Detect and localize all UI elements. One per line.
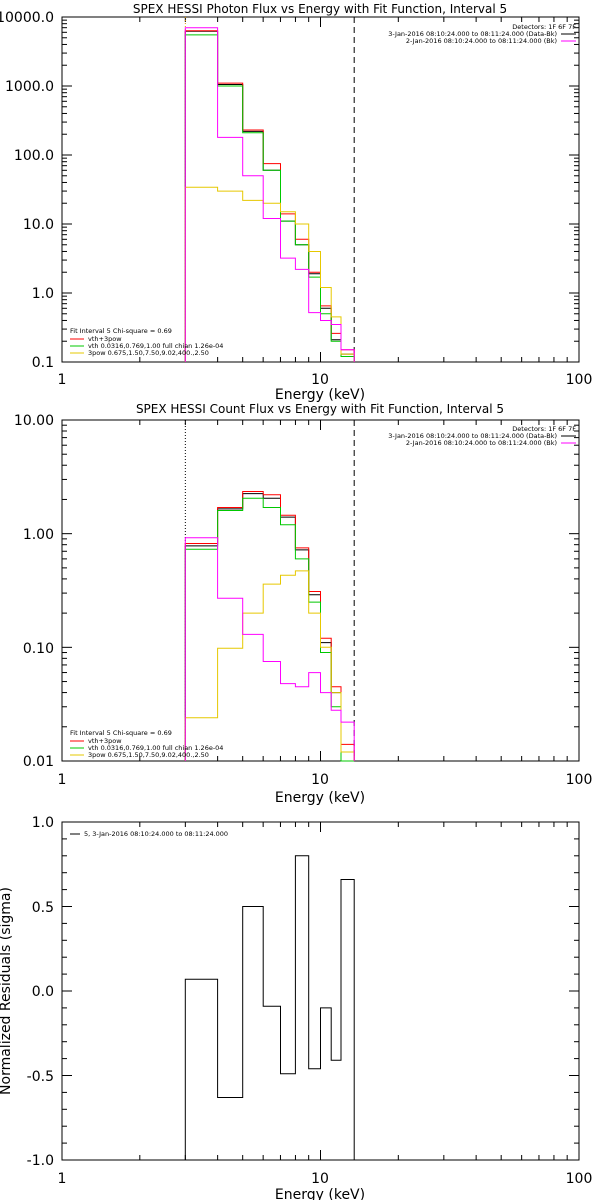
photon-histogram-series xyxy=(184,30,355,362)
count-y-tick-label: 0.10 xyxy=(23,641,54,657)
count-y-tick-label: 1.00 xyxy=(23,527,54,543)
photon-detectors-label: Detectors: 1F 6F 7F xyxy=(512,23,576,31)
count-flux-panel: SPEX HESSI Count Flux vs Energy with Fit… xyxy=(14,402,592,806)
count-chart-title: SPEX HESSI Count Flux vs Energy with Fit… xyxy=(136,402,504,416)
count-plot-frame xyxy=(61,419,580,762)
photon-y-tick-label: 10000.0 xyxy=(0,10,54,26)
photon-x-tick-label: 100 xyxy=(566,372,593,388)
residuals-legend-entry: 5, 3-Jan-2016 08:10:24.000 to 08:11:24.0… xyxy=(84,830,228,838)
count-x-tick-label: 10 xyxy=(311,772,329,788)
residuals-y-tick-label: 1.0 xyxy=(32,815,54,831)
photon-chart-title: SPEX HESSI Photon Flux vs Energy with Fi… xyxy=(133,2,507,16)
count-detectors-label: Detectors: 1F 6F 7F xyxy=(512,425,576,433)
residuals-panel: 1 10 100 -1.0 -0.5 0.0 0.5 1.0 Energy (k… xyxy=(0,815,592,1200)
count-fit-header: Fit Interval 5 Chi-square = 0.69 xyxy=(70,729,172,737)
photon-flux-panel: SPEX HESSI Photon Flux vs Energy with Fi… xyxy=(0,2,592,403)
photon-legend-entry: 2-Jan-2016 08:10:24.000 to 08:11:24.000 … xyxy=(406,37,557,45)
count-x-tick-label: 1 xyxy=(58,772,67,788)
photon-x-tick-label: 1 xyxy=(58,372,67,388)
photon-histogram-series xyxy=(184,30,355,362)
photon-histogram-series xyxy=(184,186,355,362)
count-y-tick-label: 0.01 xyxy=(23,754,54,770)
photon-histogram-series xyxy=(184,34,355,362)
photon-fit-entry: vth+3pow xyxy=(88,335,122,343)
count-histogram-series xyxy=(184,537,355,761)
count-x-tick-label: 100 xyxy=(566,772,593,788)
count-histogram-series xyxy=(184,491,355,761)
photon-y-tick-label: 1000.0 xyxy=(5,79,54,95)
residuals-y-tick-label: -1.0 xyxy=(27,1153,54,1169)
residuals-y-tick-label: 0.5 xyxy=(32,900,54,916)
residuals-x-tick-label: 1 xyxy=(58,1171,67,1187)
photon-x-axis-label: Energy (keV) xyxy=(275,387,365,403)
count-histogram-series xyxy=(184,493,355,761)
residuals-histogram-series xyxy=(184,855,355,1160)
photon-y-tick-label: 1.0 xyxy=(32,286,54,302)
photon-x-tick-label: 10 xyxy=(311,372,329,388)
count-x-axis-label: Energy (keV) xyxy=(275,790,365,806)
count-fit-entry: vth 0.0316,0.769,1.00 full chian 1.26e-0… xyxy=(88,744,223,752)
count-histogram-series xyxy=(184,570,355,761)
photon-y-tick-label: 100.0 xyxy=(14,148,54,164)
residuals-y-axis-label: Normalized Residuals (sigma) xyxy=(0,887,14,1095)
photon-fit-header: Fit Interval 5 Chi-square = 0.69 xyxy=(70,327,172,335)
residuals-x-tick-label: 100 xyxy=(566,1171,593,1187)
residuals-x-tick-label: 10 xyxy=(311,1171,329,1187)
residuals-x-axis-label: Energy (keV) xyxy=(275,1187,365,1200)
photon-histogram-series xyxy=(184,27,355,362)
residuals-y-tick-label: 0.0 xyxy=(32,984,54,1000)
residuals-y-tick-label: -0.5 xyxy=(27,1069,54,1085)
count-fit-entry: 3pow 0.675,1.50,7.50,9.02,400.,2.50 xyxy=(88,751,209,759)
photon-fit-entry: 3pow 0.675,1.50,7.50,9.02,400.,2.50 xyxy=(88,349,209,357)
photon-y-tick-label: 0.1 xyxy=(32,355,54,371)
residuals-marks xyxy=(61,821,579,1161)
count-marks xyxy=(61,419,579,762)
count-legend-entry: 2-Jan-2016 08:10:24.000 to 08:11:24.000 … xyxy=(406,439,557,447)
photon-fit-entry: vth 0.0316,0.769,1.00 full chian 1.26e-0… xyxy=(88,342,223,350)
count-legend-entry: 3-Jan-2016 08:10:24.000 to 08:11:24.000 … xyxy=(388,432,557,440)
photon-marks xyxy=(61,16,579,363)
count-fit-entry: vth+3pow xyxy=(88,737,122,745)
photon-y-tick-label: 10.0 xyxy=(23,217,54,233)
photon-legend-entry: 3-Jan-2016 08:10:24.000 to 08:11:24.000 … xyxy=(388,30,557,38)
residuals-plot-frame xyxy=(61,821,580,1161)
count-y-tick-label: 10.00 xyxy=(14,413,54,429)
